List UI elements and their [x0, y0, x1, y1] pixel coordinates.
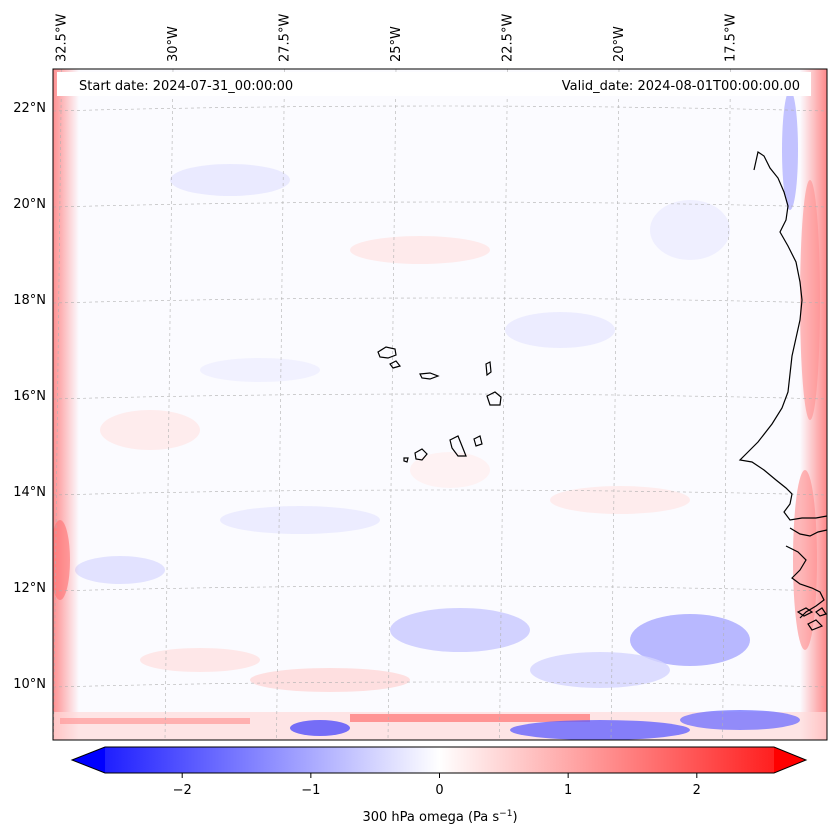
latitude-labels: 10°N 12°N 14°N 16°N 18°N 20°N 22°N: [13, 101, 46, 692]
latitude-label: 22°N: [13, 101, 46, 116]
meridian-line: [276, 69, 285, 740]
colorbar-tick-label: −2: [173, 783, 192, 798]
parallel-line: [53, 681, 827, 688]
gridlines: [53, 69, 827, 740]
map-frame: [52, 68, 828, 741]
colorbar-extend-max: [774, 747, 806, 773]
meridian-line: [53, 69, 62, 740]
latitude-label: 14°N: [13, 485, 46, 500]
colorbar-tick-label: 1: [564, 783, 572, 798]
parallel-line: [53, 585, 827, 592]
cape-verde-fogo: [414, 448, 428, 461]
cape-verde-maio: [473, 435, 483, 447]
valid-date-label: Valid_date: 2024-08-01T00:00:00.00: [562, 79, 800, 94]
latitude-label: 16°N: [13, 389, 46, 404]
colorbar-tick-label: −1: [301, 783, 320, 798]
longitude-label: 20°W: [612, 26, 627, 62]
cape-verde-sao-nicolau: [419, 372, 440, 380]
cape-verde-santiago: [449, 435, 467, 457]
cape-verde-santo-antao: [377, 346, 397, 359]
cape-verde-sao-vicente: [389, 360, 402, 369]
africa-coastline: [738, 151, 827, 619]
meridian-line: [499, 69, 508, 740]
colorbar-label-main: 300 hPa omega (Pa s: [362, 810, 499, 825]
map-panel: Start date: 2024-07-31_00:00:00 Valid_da…: [52, 68, 828, 741]
colorbar-tick-label: 0: [435, 783, 443, 798]
parallel-line: [53, 105, 827, 112]
longitude-labels: 32.5°W 30°W 27.5°W 25°W 22.5°W 20°W 17.5°W: [55, 14, 739, 62]
colorbar-extend-min: [72, 747, 105, 773]
cape-verde-sal: [485, 361, 492, 377]
parallel-line: [53, 201, 827, 208]
start-date-label: Start date: 2024-07-31_00:00:00: [79, 79, 293, 94]
meridian-line: [387, 69, 397, 740]
latitude-label: 10°N: [13, 677, 46, 692]
colorbar-gradient: [105, 747, 774, 773]
longitude-label: 22.5°W: [501, 14, 516, 62]
longitude-label: 17.5°W: [724, 14, 739, 62]
cape-verde-boa-vista: [486, 391, 502, 406]
longitude-label: 30°W: [166, 26, 181, 62]
longitude-label: 32.5°W: [55, 14, 70, 62]
colorbar-outline: [70, 746, 808, 774]
parallel-line: [53, 393, 827, 400]
colorbar-label-close: ): [512, 810, 517, 825]
colorbar-ticks: −2 −1 0 1 2: [173, 773, 701, 798]
latitude-label: 20°N: [13, 197, 46, 212]
bijagos-islands: [796, 607, 827, 631]
latitude-label: 12°N: [13, 581, 46, 596]
parallel-line: [53, 489, 827, 496]
header-strip: [57, 72, 811, 96]
colorbar-label-exponent: −1: [499, 809, 512, 819]
colorbar: −2 −1 0 1 2 300 hPa omega (Pa s−1): [70, 746, 808, 825]
meridian-line: [722, 69, 731, 740]
parallel-line: [53, 297, 827, 304]
meridian-line: [164, 69, 174, 740]
longitude-label: 27.5°W: [278, 14, 293, 62]
omega-field: [53, 69, 827, 740]
cape-verde-brava: [403, 457, 409, 463]
latitude-label: 18°N: [13, 293, 46, 308]
longitude-label: 25°W: [389, 26, 404, 62]
colorbar-tick-label: 2: [693, 783, 701, 798]
meridian-line: [610, 69, 620, 740]
coastlines: [377, 151, 827, 631]
colorbar-label: 300 hPa omega (Pa s−1): [362, 809, 517, 825]
